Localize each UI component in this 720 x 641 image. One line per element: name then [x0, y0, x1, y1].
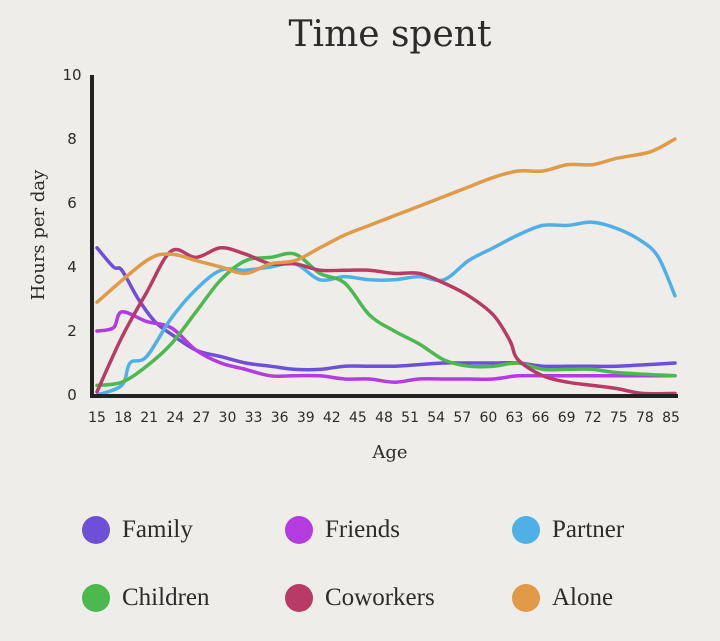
legend-label: Alone: [552, 584, 614, 611]
x-tick-labels: 15 18 21 24 27 30 33 36 39 42 45 48 51 54 57 60 63 66 69 72…: [88, 410, 680, 426]
y-tick-label: 6: [67, 194, 77, 212]
y-tick-label: 2: [67, 322, 77, 340]
x-tick-label: 72: [584, 410, 602, 426]
x-tick-label: 63: [506, 410, 524, 426]
chart-title: Time spent: [289, 14, 492, 55]
x-tick-label: 18: [114, 410, 132, 426]
series-layer: [95, 137, 677, 397]
series-line-alone: [95, 137, 677, 304]
x-tick-label: 85: [662, 410, 680, 426]
series-line-family: [95, 246, 677, 372]
legend-item-partner: Partner: [512, 516, 624, 544]
x-tick-label: 39: [297, 410, 315, 426]
x-tick-label: 30: [219, 410, 237, 426]
series-line-partner: [95, 220, 677, 397]
legend-label: Friends: [325, 516, 400, 543]
partner-swatch-icon: [512, 516, 540, 544]
x-tick-label: 27: [192, 410, 210, 426]
x-tick-label: 15: [88, 410, 106, 426]
x-tick-label: 21: [140, 410, 158, 426]
x-tick-label: 24: [166, 410, 184, 426]
x-tick-label: 69: [558, 410, 576, 426]
friends-swatch-icon: [285, 516, 313, 544]
y-tick-label: 4: [67, 258, 77, 276]
y-tick-label: 10: [62, 66, 81, 84]
legend-label: Coworkers: [325, 584, 435, 611]
x-tick-label: 36: [271, 410, 289, 426]
x-tick-label: 60: [479, 410, 497, 426]
y-tick-labels: 0 2 4 6 8 10: [62, 66, 81, 404]
series-line-children: [95, 251, 677, 388]
legend-label: Partner: [552, 516, 625, 543]
legend-item-friends: Friends: [285, 516, 400, 544]
legend-label: Family: [122, 516, 193, 543]
family-swatch-icon: [82, 516, 110, 544]
y-tick-label: 8: [67, 130, 77, 148]
legend-label: Children: [122, 584, 210, 611]
legend-item-alone: Alone: [512, 584, 613, 612]
x-tick-label: 78: [636, 410, 654, 426]
x-tick-label: 42: [323, 410, 341, 426]
legend-item-coworkers: Coworkers: [285, 584, 435, 612]
y-axis-label: Hours per day: [28, 169, 49, 300]
coworkers-swatch-icon: [285, 584, 313, 612]
x-tick-label: 33: [245, 410, 263, 426]
series-line-friends: [95, 310, 677, 384]
x-tick-label: 48: [375, 410, 393, 426]
series-line-coworkers: [95, 246, 677, 396]
x-tick-label: 45: [349, 410, 367, 426]
x-tick-label: 57: [453, 410, 471, 426]
alone-swatch-icon: [512, 584, 540, 612]
x-tick-label: 75: [610, 410, 628, 426]
x-axis-label: Age: [371, 442, 407, 463]
x-tick-label: 66: [532, 410, 550, 426]
children-swatch-icon: [82, 584, 110, 612]
legend-item-family: Family: [82, 516, 193, 544]
y-tick-label: 0: [67, 386, 77, 404]
legend-item-children: Children: [82, 584, 210, 612]
x-tick-label: 54: [427, 410, 445, 426]
x-tick-label: 51: [401, 410, 419, 426]
